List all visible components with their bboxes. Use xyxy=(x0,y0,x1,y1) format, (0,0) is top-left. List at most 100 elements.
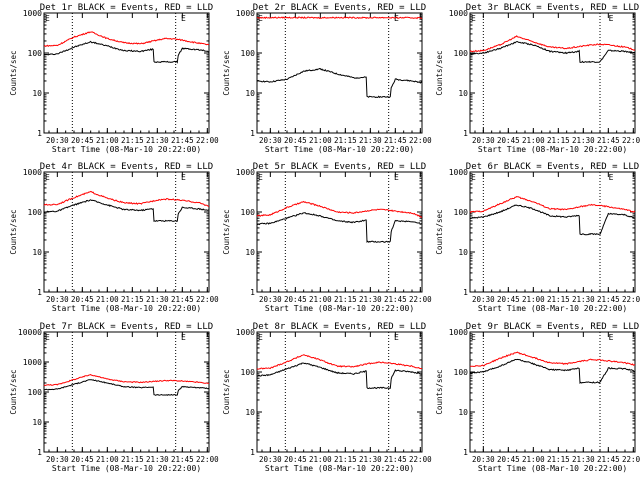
events-series-line xyxy=(469,358,635,384)
y-tick-label: 100 xyxy=(241,208,256,217)
x-tick-label: 20:45 xyxy=(71,295,94,304)
x-tick-label: 21:45 xyxy=(597,295,620,304)
plot-frame xyxy=(469,331,636,453)
x-axis-title: Start Time (08-Mar-10 20:22:00) xyxy=(52,145,201,154)
event-marker-label: E xyxy=(394,333,399,342)
y-tick-label: 10 xyxy=(245,89,255,98)
y-tick-label: 1 xyxy=(463,448,468,457)
x-axis-title: Start Time (08-Mar-10 20:22:00) xyxy=(52,304,201,313)
y-tick-label: 1000 xyxy=(236,328,255,337)
x-tick-label: 22:00 xyxy=(196,295,219,304)
x-tick-label: 20:30 xyxy=(472,136,495,145)
y-tick-label: 1 xyxy=(463,129,468,138)
x-tick-label: 21:30 xyxy=(359,295,382,304)
plot-frame xyxy=(43,331,210,453)
x-tick-label: 21:45 xyxy=(171,136,194,145)
y-tick-label: 100 xyxy=(28,49,43,58)
y-tick-label: 1 xyxy=(37,288,42,297)
lld-series-line xyxy=(256,16,423,20)
x-tick-label: 20:45 xyxy=(71,455,94,464)
x-tick-label: 21:00 xyxy=(309,295,332,304)
x-tick-label: 21:30 xyxy=(146,136,169,145)
event-marker-label: E xyxy=(181,14,186,23)
chart-panel-3: Det 3r BLACK = Events, RED = LLD 1 10 100 10… xyxy=(435,3,640,154)
lld-series-line xyxy=(256,200,423,218)
y-axis-title: Counts/sec xyxy=(435,209,444,254)
event-marker-label: E xyxy=(394,173,399,182)
lld-series-line xyxy=(43,374,210,386)
event-marker-label: E xyxy=(471,14,476,23)
y-tick-label: 1000 xyxy=(449,168,468,177)
y-tick-label: 100 xyxy=(28,388,43,397)
x-tick-label: 22:00 xyxy=(622,295,640,304)
y-tick-label: 1000 xyxy=(449,9,468,18)
y-axis-title: Counts/sec xyxy=(222,369,231,414)
chart-panel-8: Det 8r BLACK = Events, RED = LLD 1 10 100 10… xyxy=(222,322,432,473)
y-tick-label: 100 xyxy=(454,208,469,217)
x-axis-title: Start Time (08-Mar-10 20:22:00) xyxy=(265,304,414,313)
lld-series-line xyxy=(43,190,210,207)
x-tick-label: 21:15 xyxy=(547,455,570,464)
chart-panel-4: Det 4r BLACK = Events, RED = LLD 1 10 100 10… xyxy=(9,162,219,313)
y-tick-label: 100 xyxy=(454,49,469,58)
chart-title: Det 7r BLACK = Events, RED = LLD xyxy=(40,322,213,332)
x-tick-label: 21:15 xyxy=(334,136,357,145)
y-tick-label: 10 xyxy=(32,89,42,98)
x-tick-label: 21:45 xyxy=(384,455,407,464)
x-tick-label: 20:30 xyxy=(46,136,69,145)
y-tick-label: 1000 xyxy=(23,358,42,367)
plot-frame xyxy=(256,171,423,293)
x-tick-label: 22:00 xyxy=(409,136,432,145)
events-series-line xyxy=(256,212,422,243)
y-tick-label: 1 xyxy=(250,288,255,297)
x-tick-label: 21:45 xyxy=(384,295,407,304)
x-tick-label: 21:15 xyxy=(121,455,144,464)
y-tick-label: 10 xyxy=(245,248,255,257)
plot-frame xyxy=(43,12,210,134)
x-tick-label: 21:30 xyxy=(572,295,595,304)
x-tick-label: 20:45 xyxy=(497,295,520,304)
y-tick-label: 1 xyxy=(250,448,255,457)
x-tick-label: 20:45 xyxy=(284,136,307,145)
x-tick-label: 22:00 xyxy=(196,136,219,145)
chart-panel-2: Det 2r BLACK = Events, RED = LLD 1 10 100 10… xyxy=(222,3,432,154)
x-tick-label: 20:45 xyxy=(497,136,520,145)
event-marker-label: E xyxy=(394,14,399,23)
event-marker-label: E xyxy=(609,333,614,342)
chart-title: Det 6r BLACK = Events, RED = LLD xyxy=(466,162,639,172)
x-tick-label: 20:30 xyxy=(472,455,495,464)
x-tick-label: 21:30 xyxy=(359,455,382,464)
chart-title: Det 4r BLACK = Events, RED = LLD xyxy=(40,162,213,172)
y-tick-label: 10000 xyxy=(18,328,42,337)
chart-panel-6: Det 6r BLACK = Events, RED = LLD 1 10 100 10… xyxy=(435,162,640,313)
x-tick-label: 21:00 xyxy=(96,295,119,304)
x-axis-title: Start Time (08-Mar-10 20:22:00) xyxy=(478,145,627,154)
plot-frame xyxy=(256,331,423,453)
x-tick-label: 21:45 xyxy=(597,455,620,464)
y-tick-label: 100 xyxy=(241,368,256,377)
x-tick-label: 20:45 xyxy=(284,455,307,464)
event-marker-label: E xyxy=(181,333,186,342)
x-tick-label: 21:15 xyxy=(547,295,570,304)
x-tick-label: 21:00 xyxy=(309,136,332,145)
x-tick-label: 21:45 xyxy=(171,295,194,304)
x-tick-label: 21:30 xyxy=(146,295,169,304)
lld-series-line xyxy=(469,351,636,367)
y-tick-label: 10 xyxy=(458,89,468,98)
x-tick-label: 21:15 xyxy=(334,295,357,304)
x-tick-label: 21:45 xyxy=(597,136,620,145)
chart-title: Det 9r BLACK = Events, RED = LLD xyxy=(466,322,639,332)
y-axis-title: Counts/sec xyxy=(9,209,18,254)
events-series-line xyxy=(43,199,210,223)
chart-panel-9: Det 9r BLACK = Events, RED = LLD 1 10 100 10… xyxy=(435,322,640,473)
x-tick-label: 21:15 xyxy=(121,136,144,145)
x-axis-title: Start Time (08-Mar-10 20:22:00) xyxy=(478,464,627,473)
x-axis-title: Start Time (08-Mar-10 20:22:00) xyxy=(265,464,414,473)
y-tick-label: 10 xyxy=(32,418,42,427)
chart-title: Det 1r BLACK = Events, RED = LLD xyxy=(40,3,213,13)
y-axis-title: Counts/sec xyxy=(9,50,18,95)
x-tick-label: 21:00 xyxy=(522,455,545,464)
x-tick-label: 20:30 xyxy=(46,455,69,464)
x-tick-label: 22:00 xyxy=(409,295,432,304)
